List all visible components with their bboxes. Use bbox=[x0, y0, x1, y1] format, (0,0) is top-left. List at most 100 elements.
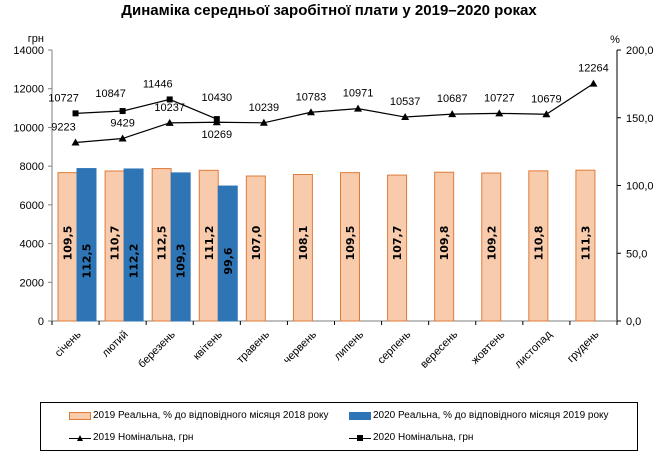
right-axis-tick-label: 0,0 bbox=[626, 316, 641, 328]
marker-2019-nominal bbox=[495, 109, 504, 117]
left-axis-tick-label: 0 bbox=[38, 316, 44, 328]
left-axis-tick-label: 8000 bbox=[20, 161, 44, 173]
marker-2020-nominal bbox=[213, 116, 220, 123]
x-axis-category-label: вересень bbox=[418, 328, 460, 370]
data-label-2019-nominal: 10971 bbox=[343, 88, 374, 100]
marker-2020-nominal bbox=[119, 108, 126, 115]
line-2020-nominal bbox=[75, 98, 218, 120]
bar-2019-real bbox=[528, 170, 549, 322]
x-axis-category-label: серпень bbox=[375, 328, 413, 366]
bar-2019-real bbox=[434, 171, 455, 322]
data-label-2020-nominal: 10847 bbox=[95, 88, 126, 100]
data-label-2019-nominal: 10239 bbox=[249, 102, 280, 114]
bar-2019-real-label: 107,0 bbox=[250, 225, 263, 260]
bar-2019-real-label: 109,8 bbox=[438, 226, 451, 261]
bar-2019-real-label: 110,7 bbox=[109, 226, 122, 261]
marker-2019-nominal bbox=[118, 134, 127, 142]
chart-legend: 2019 Реальна, % до відповідного місяця 2… bbox=[40, 402, 638, 451]
legend-triangle-marker-icon bbox=[69, 433, 91, 443]
legend-item-2019-nominal: 2019 Номінальна, грн bbox=[69, 432, 193, 443]
data-label-2019-nominal: 10679 bbox=[531, 93, 562, 105]
left-axis-tick-label: 14000 bbox=[13, 45, 44, 57]
marker-2019-nominal bbox=[354, 104, 363, 112]
marker-2019-nominal bbox=[259, 118, 268, 126]
right-axis-tick-label: 200,0 bbox=[626, 45, 654, 57]
data-label-2020-nominal: 10727 bbox=[48, 92, 79, 104]
data-label-2019-nominal: 10237 bbox=[154, 102, 185, 114]
x-axis-category-label: червень bbox=[281, 328, 319, 366]
legend-item-2019-real: 2019 Реальна, % до відповідного місяця 2… bbox=[69, 410, 329, 421]
marker-2019-nominal bbox=[165, 118, 174, 126]
left-axis-tick-label: 12000 bbox=[13, 84, 44, 96]
x-axis-category-label: липень bbox=[332, 328, 366, 362]
marker-2019-nominal bbox=[448, 110, 457, 118]
x-axis-category-label: січень bbox=[53, 328, 84, 359]
data-label-2020-nominal: 10430 bbox=[201, 92, 232, 104]
data-label-2020-nominal: 11446 bbox=[143, 78, 173, 90]
bar-2019-real-label: 110,8 bbox=[532, 226, 545, 261]
data-label-2019-nominal: 9429 bbox=[110, 117, 134, 129]
legend-item-2020-nominal: 2020 Номінальна, грн bbox=[349, 432, 473, 443]
legend-swatch-2020-real bbox=[349, 411, 371, 420]
x-axis-category-label: лютий bbox=[100, 329, 131, 360]
marker-2019-nominal bbox=[589, 79, 598, 87]
bar-2020-real-label: 99,6 bbox=[222, 247, 235, 274]
right-axis-tick-label: 50,0 bbox=[626, 248, 647, 260]
data-label-2019-nominal: 10537 bbox=[390, 96, 421, 108]
left-axis-tick-label: 4000 bbox=[20, 239, 44, 251]
bar-2020-real bbox=[217, 185, 238, 322]
right-axis-tick-label: 150,0 bbox=[626, 113, 654, 125]
x-axis-category-label: грудень bbox=[565, 328, 602, 365]
data-label-2019-nominal: 12264 bbox=[578, 63, 609, 75]
bar-2019-real-label: 111,3 bbox=[579, 226, 592, 261]
x-axis-category-label: листопад bbox=[512, 328, 555, 371]
bar-2019-real-label: 109,5 bbox=[344, 226, 357, 261]
marker-2020-nominal bbox=[166, 96, 173, 103]
bar-2019-real-label: 109,2 bbox=[485, 226, 498, 261]
bar-2019-real-label: 111,2 bbox=[203, 226, 216, 261]
legend-label-2019-nominal: 2019 Номінальна, грн bbox=[93, 432, 194, 443]
bar-2020-real-label: 112,5 bbox=[81, 244, 94, 279]
bar-2019-real bbox=[340, 172, 360, 322]
bar-2019-real-label: 107,7 bbox=[391, 226, 404, 261]
left-axis-tick-label: 6000 bbox=[20, 200, 44, 212]
chart-title: Динаміка середньої заробітної плати у 20… bbox=[121, 2, 537, 19]
data-label-2019-nominal: 10269 bbox=[201, 129, 232, 141]
line-2019-nominal bbox=[75, 83, 594, 144]
bar-2019-real-label: 109,5 bbox=[62, 226, 75, 261]
marker-2019-nominal bbox=[401, 113, 410, 121]
legend-swatch-2019-real bbox=[69, 411, 91, 420]
marker-2020-nominal bbox=[72, 110, 79, 117]
data-label-2019-nominal: 10687 bbox=[437, 93, 468, 105]
left-axis-unit-label: грн bbox=[28, 33, 44, 45]
bar-2019-real bbox=[292, 174, 313, 322]
marker-2019-nominal bbox=[542, 110, 551, 118]
marker-2019-nominal bbox=[306, 108, 315, 116]
bar-2020-real-label: 112,2 bbox=[128, 244, 141, 279]
bar-2019-real bbox=[575, 169, 596, 322]
x-axis-category-label: травень bbox=[235, 328, 273, 366]
data-label-2019-nominal: 9223 bbox=[51, 121, 75, 133]
bar-2020-real-label: 109,3 bbox=[175, 244, 188, 279]
legend-label-2019-real: 2019 Реальна, % до відповідного місяця 2… bbox=[93, 410, 329, 421]
right-axis-unit-label: % bbox=[610, 34, 620, 46]
bar-2019-real bbox=[387, 174, 408, 322]
bar-2020-real bbox=[123, 168, 144, 322]
legend-label-2020-real: 2020 Реальна, % до відповідного місяця 2… bbox=[373, 410, 609, 421]
data-label-2019-nominal: 10727 bbox=[484, 92, 515, 104]
left-axis-tick-label: 10000 bbox=[13, 122, 44, 134]
x-axis-category-label: квітень bbox=[191, 328, 225, 362]
x-axis-category-label: березень bbox=[136, 328, 178, 370]
legend-label-2020-nominal: 2020 Номінальна, грн bbox=[373, 432, 474, 443]
bar-2019-real bbox=[245, 175, 266, 322]
legend-item-2020-real: 2020 Реальна, % до відповідного місяця 2… bbox=[349, 410, 609, 421]
bar-2020-real bbox=[76, 168, 97, 322]
bar-2020-real bbox=[170, 172, 191, 322]
x-axis-category-label: жовтень bbox=[469, 328, 507, 366]
left-axis-tick-label: 2000 bbox=[20, 277, 44, 289]
right-axis-tick-label: 100,0 bbox=[626, 181, 654, 193]
bar-2019-real-label: 108,1 bbox=[297, 226, 310, 261]
marker-2019-nominal bbox=[71, 138, 80, 146]
bar-2019-real bbox=[481, 172, 502, 322]
